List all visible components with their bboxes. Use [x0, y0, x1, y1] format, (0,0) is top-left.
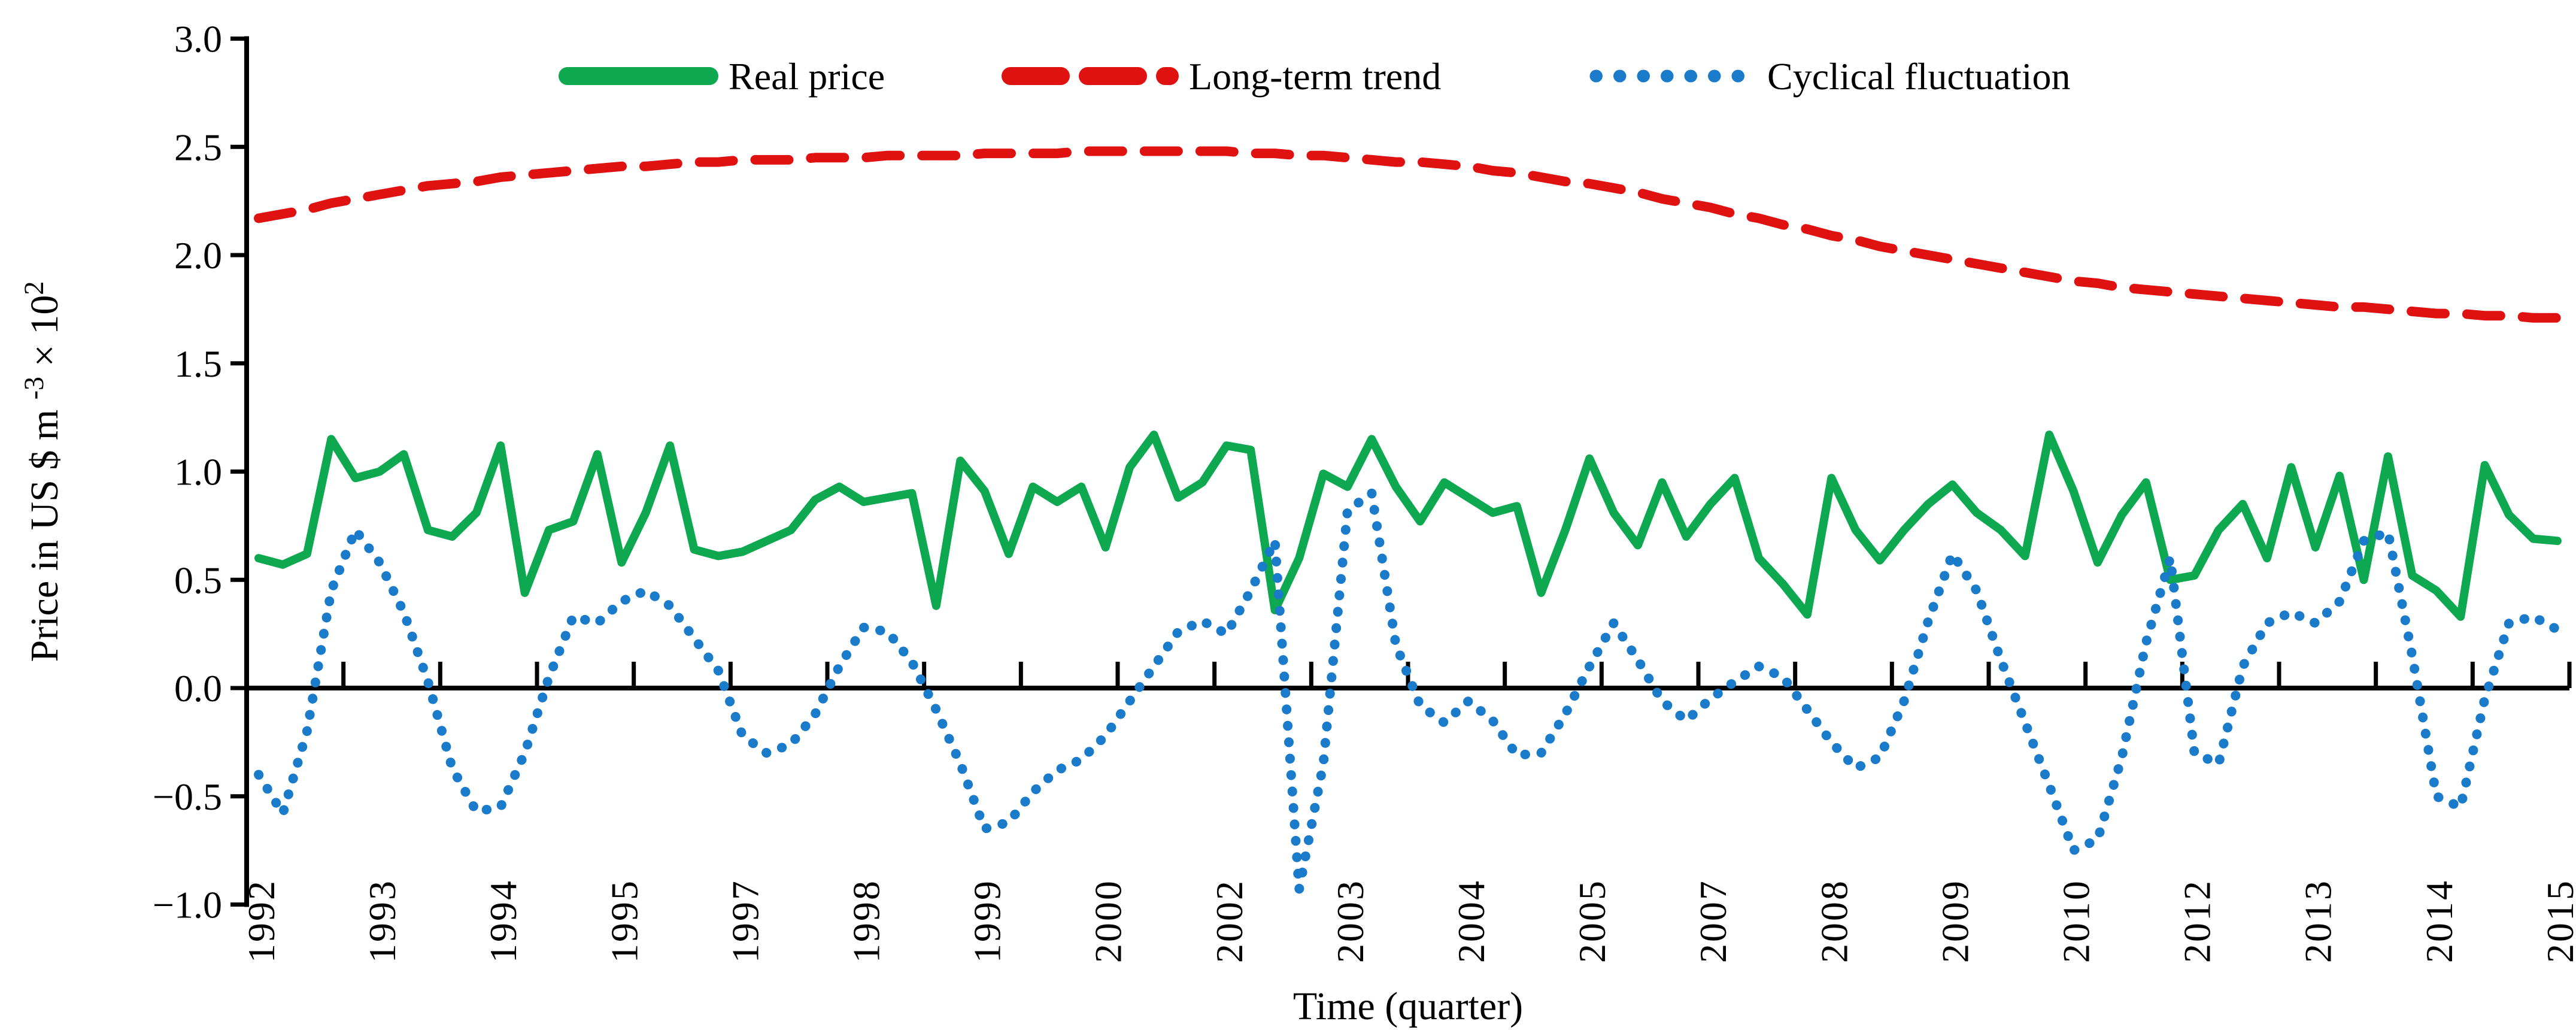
y-tick-label: −0.5 — [153, 775, 222, 818]
x-tick-label: 1999 — [966, 879, 1009, 963]
x-tick-label: 2014 — [2418, 879, 2460, 963]
y-tick-label: 3.0 — [174, 18, 222, 60]
y-tick-label: 1.5 — [174, 343, 222, 385]
y-tick-label: 2.5 — [174, 126, 222, 168]
legend-label-trend: Long-term trend — [1189, 55, 1441, 98]
x-tick-label: 1998 — [845, 879, 888, 963]
x-tick-label: 2013 — [2297, 879, 2340, 963]
x-tick-label: 2003 — [1329, 879, 1372, 963]
y-tick-label: 1.0 — [174, 451, 222, 493]
x-tick-label: 2012 — [2176, 879, 2219, 963]
x-tick-label: 2002 — [1208, 879, 1251, 963]
x-tick-label: 1997 — [724, 879, 766, 963]
x-tick-label: 2010 — [2055, 879, 2098, 963]
series-trend-line — [254, 146, 2562, 323]
y-axis-title: Price in US $ m -3 × 102 — [19, 281, 66, 662]
x-tick-label: 2004 — [1450, 879, 1492, 963]
y-tick-label: 0.0 — [174, 667, 222, 710]
y-tick-label: 0.5 — [174, 559, 222, 601]
x-tick-label: 2000 — [1087, 879, 1130, 963]
x-tick-label: 1992 — [240, 879, 283, 963]
x-tick-label: 2009 — [1934, 879, 1976, 963]
x-tick-label: 1994 — [482, 879, 524, 963]
series-real_price-line — [254, 431, 2562, 621]
x-tick-label: 2015 — [2539, 879, 2576, 963]
x-tick-label: 2008 — [1813, 879, 1855, 963]
x-tick-label: 2005 — [1571, 879, 1613, 963]
x-axis-title: Time (quarter) — [1293, 984, 1523, 1028]
x-tick-label: 1995 — [603, 879, 645, 963]
legend-label-real_price: Real price — [729, 55, 885, 98]
series-cycle-line — [254, 488, 2562, 895]
x-tick-label: 1993 — [361, 879, 403, 963]
x-tick-label: 2007 — [1692, 879, 1734, 963]
y-tick-label: 2.0 — [174, 234, 222, 277]
y-tick-label: −1.0 — [153, 884, 222, 926]
legend-label-cycle: Cyclical fluctuation — [1767, 55, 2071, 98]
